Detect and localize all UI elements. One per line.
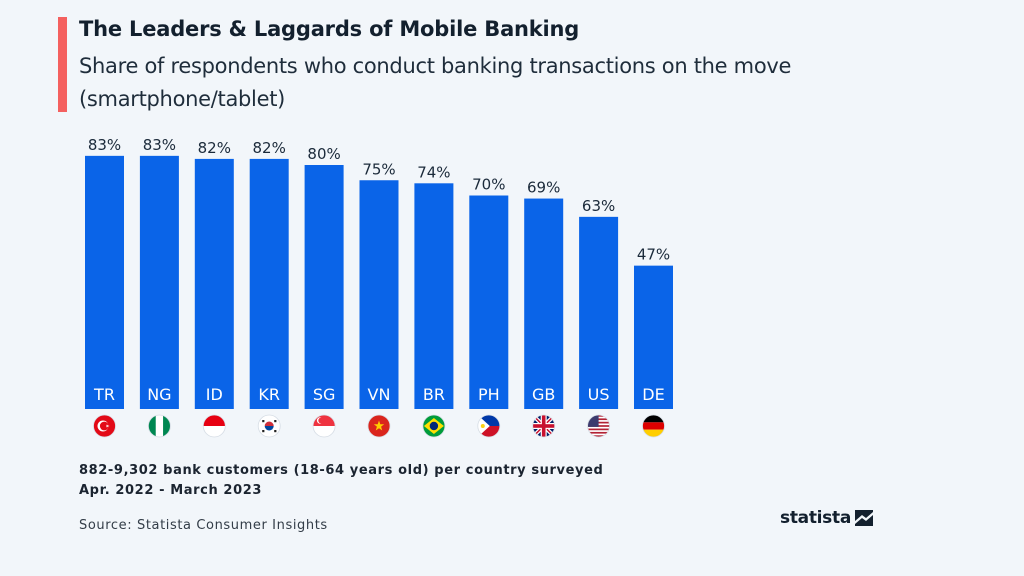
category-label: PH bbox=[478, 385, 500, 404]
category-label: ID bbox=[206, 385, 223, 404]
flag-border bbox=[202, 414, 226, 438]
value-label: 63% bbox=[582, 197, 615, 215]
statista-logo: statista bbox=[780, 508, 873, 528]
value-label: 74% bbox=[417, 163, 450, 181]
bar-sg bbox=[304, 165, 344, 409]
category-label: NG bbox=[147, 385, 171, 404]
united-kingdom-flag-icon bbox=[532, 415, 555, 437]
bar-de bbox=[634, 265, 673, 409]
flag-border bbox=[642, 414, 665, 438]
survey-note: 882-9,302 bank customers (18-64 years ol… bbox=[79, 461, 603, 501]
survey-note-period: Apr. 2022 - March 2023 bbox=[79, 483, 263, 498]
category-label: DE bbox=[642, 385, 664, 404]
bar-ng bbox=[139, 155, 179, 409]
philippines-flag-icon bbox=[477, 415, 500, 437]
bar-tr bbox=[85, 155, 124, 409]
germany-flag-icon bbox=[642, 415, 665, 437]
bar-gb bbox=[524, 198, 564, 409]
bar-ph bbox=[469, 195, 509, 409]
flag-border bbox=[312, 414, 336, 438]
value-label: 80% bbox=[307, 145, 340, 163]
flag-border bbox=[422, 414, 446, 438]
vietnam-flag-icon bbox=[368, 415, 390, 437]
category-label: VN bbox=[368, 385, 391, 404]
nigeria-flag-icon bbox=[148, 415, 171, 437]
indonesia-flag-icon bbox=[203, 415, 226, 437]
value-label: 83% bbox=[88, 136, 121, 154]
south-korea-flag-icon bbox=[258, 415, 281, 437]
value-label: 82% bbox=[253, 139, 286, 157]
bar-br bbox=[414, 183, 454, 409]
flag-border bbox=[147, 414, 171, 438]
category-label: BR bbox=[423, 385, 445, 404]
category-label: SG bbox=[313, 385, 336, 404]
title-accent-bar bbox=[58, 17, 67, 112]
value-label: 47% bbox=[637, 246, 670, 264]
value-label: 75% bbox=[362, 160, 395, 178]
flag-border bbox=[477, 414, 501, 438]
united-states-flag-icon bbox=[587, 415, 610, 437]
chart-subtitle: Share of respondents who conduct banking… bbox=[79, 54, 792, 111]
brazil-flag-icon bbox=[422, 415, 445, 437]
flag-border bbox=[532, 414, 556, 438]
bar-vn bbox=[359, 180, 399, 409]
value-label: 83% bbox=[143, 136, 176, 154]
category-label: US bbox=[588, 385, 610, 404]
statista-logo-icon bbox=[855, 510, 873, 526]
flag-border bbox=[93, 414, 116, 438]
turkey-flag-icon bbox=[93, 415, 116, 437]
source-text: Source: Statista Consumer Insights bbox=[79, 518, 328, 533]
flag-border bbox=[587, 414, 610, 438]
category-label: TR bbox=[93, 385, 115, 404]
value-label: 82% bbox=[198, 139, 231, 157]
statista-logo-text: statista bbox=[780, 508, 851, 528]
category-label: KR bbox=[258, 385, 280, 404]
bar-id bbox=[194, 158, 234, 409]
survey-note-sample: 882-9,302 bank customers (18-64 years ol… bbox=[79, 463, 604, 478]
chart-title: The Leaders & Laggards of Mobile Banking bbox=[79, 17, 580, 41]
category-label: GB bbox=[532, 385, 555, 404]
bar-kr bbox=[249, 158, 289, 409]
bar-us bbox=[579, 216, 619, 409]
flag-border bbox=[257, 414, 281, 438]
value-label: 70% bbox=[472, 176, 505, 194]
flag-border bbox=[367, 414, 391, 438]
singapore-flag-icon bbox=[313, 415, 336, 437]
value-label: 69% bbox=[527, 179, 560, 197]
